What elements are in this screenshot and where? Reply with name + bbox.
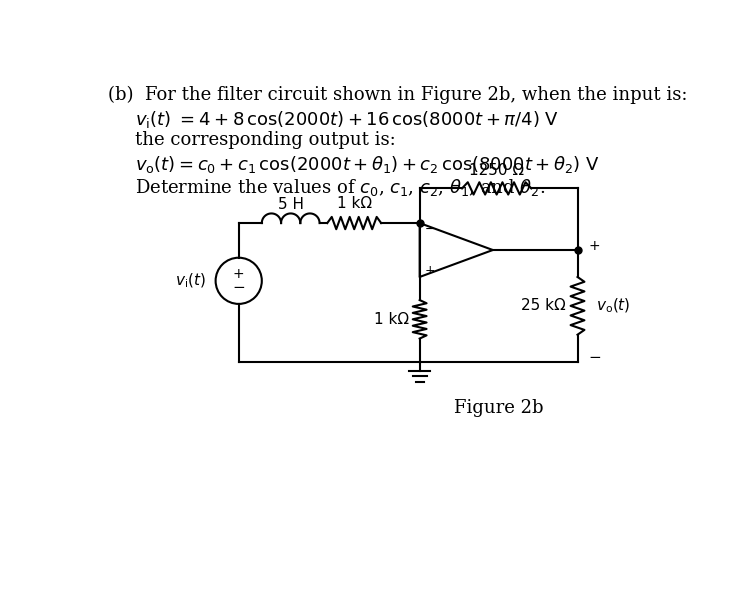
Text: Determine the values of $c_0$, $c_1$, $c_2$, $\theta_1$, and $\theta_2$.: Determine the values of $c_0$, $c_1$, $c… [134, 177, 545, 198]
Text: −: − [233, 280, 245, 295]
Text: +: + [425, 264, 436, 278]
Text: $v_\mathrm{o}(t)$: $v_\mathrm{o}(t)$ [596, 297, 630, 315]
Text: 25 kΩ: 25 kΩ [521, 298, 566, 313]
Text: 1250 Ω: 1250 Ω [469, 163, 524, 177]
Text: $v_\mathrm{o}(t) = c_0 + c_1\,\cos(2000t + \theta_1) + c_2\,\cos(8000t + \theta_: $v_\mathrm{o}(t) = c_0 + c_1\,\cos(2000t… [134, 154, 599, 175]
Text: 1 kΩ: 1 kΩ [374, 312, 409, 327]
Text: the corresponding output is:: the corresponding output is: [134, 131, 396, 149]
Text: $v_\mathrm{i}(t)$: $v_\mathrm{i}(t)$ [175, 271, 206, 290]
Text: +: + [233, 267, 245, 281]
Text: (b)  For the filter circuit shown in Figure 2b, when the input is:: (b) For the filter circuit shown in Figu… [108, 86, 687, 104]
Text: Figure 2b: Figure 2b [454, 399, 544, 417]
Text: $v_\mathrm{i}(t)$ $= 4 + 8\,\cos(2000t) + 16\,\cos(8000t + \pi/4)$ V: $v_\mathrm{i}(t)$ $= 4 + 8\,\cos(2000t) … [134, 109, 559, 130]
Text: +: + [588, 239, 600, 253]
Text: 5 H: 5 H [278, 197, 304, 212]
Text: −: − [588, 351, 601, 365]
Text: 1 kΩ: 1 kΩ [337, 196, 371, 211]
Text: −: − [425, 223, 436, 236]
